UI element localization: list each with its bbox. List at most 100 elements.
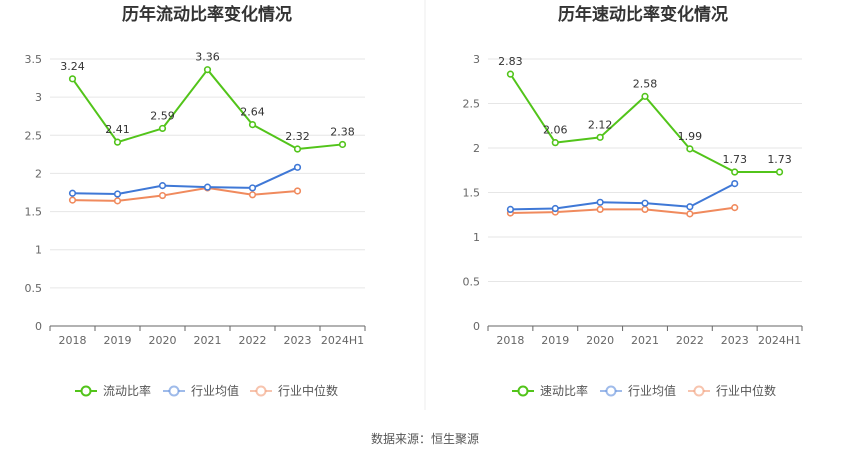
legend-item: 行业均值 xyxy=(163,383,239,398)
data-point xyxy=(731,168,739,176)
chart-title: 历年流动比率变化情况 xyxy=(122,4,292,25)
data-point xyxy=(506,205,515,214)
x-tick-label: 2023 xyxy=(284,334,312,347)
x-tick-label: 2022 xyxy=(239,334,267,347)
data-label: 2.12 xyxy=(588,118,613,131)
data-label: 1.73 xyxy=(767,153,792,166)
data-label: 3.24 xyxy=(60,60,85,73)
series-line xyxy=(510,206,735,215)
data-point xyxy=(596,205,604,214)
y-tick-label: 3.5 xyxy=(25,53,43,66)
data-source: 数据来源：恒生聚源 xyxy=(371,431,479,446)
x-tick-label: 2018 xyxy=(496,334,524,347)
series-line xyxy=(72,166,298,196)
data-label: 1.73 xyxy=(722,153,747,166)
legend-label: 行业中位数 xyxy=(716,383,776,398)
data-point xyxy=(338,140,347,149)
x-tick-label: 2022 xyxy=(676,334,704,347)
y-tick-label: 2 xyxy=(473,142,480,155)
y-tick-label: 0.5 xyxy=(463,276,481,289)
data-point xyxy=(203,183,212,191)
legend-label: 行业均值 xyxy=(628,383,676,398)
data-label: 2.41 xyxy=(105,123,130,136)
series-line xyxy=(72,186,298,202)
legend-marker xyxy=(605,385,617,397)
x-tick-label: 2021 xyxy=(194,334,222,347)
data-point xyxy=(158,182,167,190)
data-label: 2.64 xyxy=(240,106,265,119)
legend-item: 速动比率 xyxy=(512,383,588,398)
legend-label: 行业均值 xyxy=(191,383,239,398)
y-tick-label: 1.5 xyxy=(463,187,481,200)
data-point xyxy=(551,139,559,147)
legend-item: 行业中位数 xyxy=(688,383,776,398)
legend-item: 流动比率 xyxy=(75,383,151,398)
data-point xyxy=(158,191,167,200)
y-tick-label: 0.5 xyxy=(25,282,43,295)
data-label: 2.59 xyxy=(150,109,175,122)
legend-label: 行业中位数 xyxy=(278,383,338,398)
data-point xyxy=(248,121,257,129)
y-tick-label: 0 xyxy=(35,320,42,333)
x-tick-label: 2024H1 xyxy=(758,334,801,347)
data-point xyxy=(506,70,515,78)
data-point xyxy=(113,197,122,205)
x-tick-label: 2020 xyxy=(586,334,614,347)
legend-marker xyxy=(255,385,267,397)
data-point xyxy=(641,199,649,207)
data-point xyxy=(68,189,77,197)
legend-marker xyxy=(693,385,705,397)
data-point xyxy=(551,204,559,213)
data-point xyxy=(158,124,167,133)
data-label: 2.38 xyxy=(330,125,355,138)
legend-item: 行业均值 xyxy=(600,383,676,398)
data-point xyxy=(293,145,302,153)
data-point xyxy=(113,138,122,146)
x-tick-label: 2024H1 xyxy=(321,334,364,347)
legend-label: 流动比率 xyxy=(103,383,151,398)
y-tick-label: 1 xyxy=(473,231,480,244)
data-point xyxy=(686,210,694,218)
data-label: 1.99 xyxy=(678,130,703,143)
data-point xyxy=(596,198,604,206)
legend-marker xyxy=(80,385,92,397)
data-point xyxy=(113,190,122,198)
legend-label: 速动比率 xyxy=(540,383,588,398)
data-point xyxy=(641,92,649,100)
data-point xyxy=(641,205,649,214)
y-tick-label: 2 xyxy=(35,167,42,180)
data-point xyxy=(686,145,694,153)
legend-marker xyxy=(168,385,180,397)
chart-title: 历年速动比率变化情况 xyxy=(558,4,728,25)
data-label: 2.83 xyxy=(498,55,523,68)
series-line xyxy=(510,182,736,211)
y-tick-label: 2.5 xyxy=(463,98,481,111)
x-tick-label: 2021 xyxy=(631,334,659,347)
data-point xyxy=(203,66,212,74)
data-label: 2.32 xyxy=(285,130,310,143)
y-tick-label: 0 xyxy=(473,320,480,333)
current-ratio-chart: 历年流动比率变化情况 0 0.5 1 1.5 2 2.5 3 3.5 2018 2019 2020 20… xyxy=(25,4,366,398)
y-tick-label: 1.5 xyxy=(25,206,43,219)
data-point xyxy=(293,163,302,171)
data-point xyxy=(731,180,739,188)
data-point xyxy=(775,168,784,176)
x-tick-label: 2019 xyxy=(541,334,569,347)
x-tick-label: 2023 xyxy=(721,334,749,347)
x-tick-label: 2019 xyxy=(104,334,132,347)
legend-item: 行业中位数 xyxy=(250,383,338,398)
data-point xyxy=(248,191,257,199)
y-tick-label: 2.5 xyxy=(25,129,43,142)
data-point xyxy=(248,184,257,192)
data-point xyxy=(68,75,77,83)
data-point xyxy=(596,133,604,141)
data-point xyxy=(293,187,302,195)
x-tick-label: 2020 xyxy=(149,334,177,347)
y-tick-label: 3 xyxy=(35,91,42,104)
data-point xyxy=(731,204,739,212)
data-point xyxy=(686,203,694,211)
data-label: 3.36 xyxy=(195,51,220,64)
y-tick-label: 1 xyxy=(35,244,42,257)
quick-ratio-chart: 历年速动比率变化情况 0 0.5 1 1.5 2 2.5 3 2018 2019 2020 2021 2… xyxy=(463,4,803,398)
